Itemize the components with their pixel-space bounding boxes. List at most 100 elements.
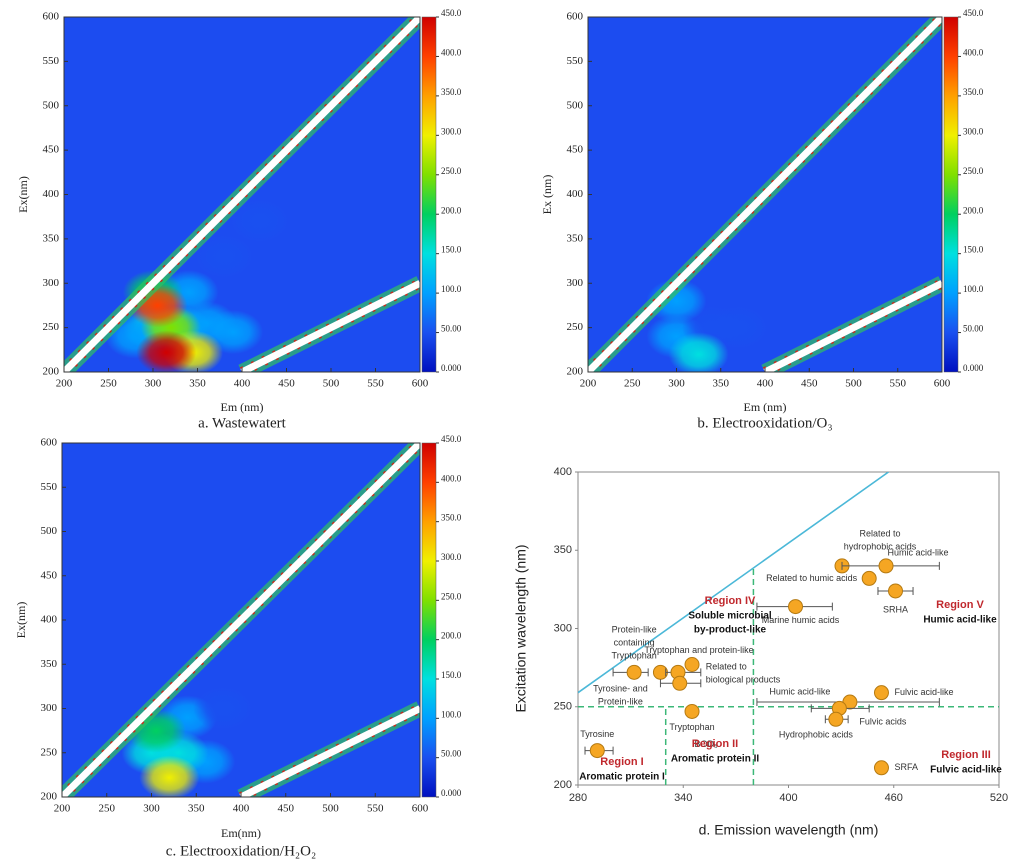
colorbar-tick-label: 400.0 xyxy=(963,48,984,58)
y-tick-label: 450 xyxy=(41,569,58,581)
intensity-peak xyxy=(194,234,255,279)
colorbar-tick-label: 300.0 xyxy=(441,126,462,136)
colorbar xyxy=(421,16,437,373)
scatter-band xyxy=(62,443,420,797)
colorbar-tick-label: 250.0 xyxy=(963,166,984,176)
colorbar xyxy=(943,16,959,373)
colorbar-tick-label: 100.0 xyxy=(963,284,984,294)
x-axis-label: Em (nm) xyxy=(221,400,264,414)
region-description: Aromatic protein II xyxy=(671,754,760,765)
point-label: Related to xyxy=(859,528,900,538)
colorbar-tick-label: 300.0 xyxy=(441,552,462,562)
region-description: by-product-like xyxy=(694,625,767,636)
x-tick-label: 200 xyxy=(56,378,73,390)
data-point xyxy=(684,656,700,672)
point-label: Related to xyxy=(706,662,747,672)
point-label: Tryptophan and protein-like xyxy=(644,645,753,655)
colorbar-tick-label: 200.0 xyxy=(441,205,462,215)
colorbar-tick-label: 250.0 xyxy=(441,591,462,601)
data-point xyxy=(684,703,700,719)
plot-area xyxy=(578,472,999,785)
intensity-peak xyxy=(193,686,254,731)
y-tick-label: 450 xyxy=(567,144,584,156)
point-label: SRHA xyxy=(883,604,908,614)
colorbar-tick-label: 350.0 xyxy=(441,87,462,97)
region-name: Region II xyxy=(692,738,738,750)
point-label: Protein-like xyxy=(612,625,657,635)
x-tick-label: 600 xyxy=(412,378,429,390)
x-tick-label: 200 xyxy=(54,803,71,815)
x-tick-label: 460 xyxy=(885,792,903,804)
x-tick-label: 340 xyxy=(674,792,692,804)
region-description: Soluble microbial xyxy=(688,611,772,622)
data-point xyxy=(873,685,889,701)
point-label: Tryptophan xyxy=(612,651,657,661)
x-axis-label: Em(nm) xyxy=(221,826,261,840)
y-tick-label: 450 xyxy=(43,144,60,156)
x-tick-label: 400 xyxy=(234,378,251,390)
colorbar-tick-label: 450.0 xyxy=(441,8,462,18)
colorbar-tick-label: 200.0 xyxy=(963,205,984,215)
colorbar-tick-label: 100.0 xyxy=(441,709,462,719)
x-tick-label: 550 xyxy=(367,803,384,815)
y-axis-label: Excitation wavelength (nm) xyxy=(513,544,529,712)
x-axis-label: Em (nm) xyxy=(744,400,787,414)
x-tick-label: 200 xyxy=(580,378,597,390)
x-tick-label: 280 xyxy=(569,792,587,804)
y-tick-label: 300 xyxy=(43,277,60,289)
y-tick-label: 350 xyxy=(41,658,58,670)
x-tick-label: 350 xyxy=(189,378,206,390)
data-point xyxy=(788,599,804,615)
colorbar-tick-label: 150.0 xyxy=(441,670,462,680)
y-tick-label: 250 xyxy=(567,321,584,333)
data-point xyxy=(672,675,688,691)
eem-panel: 200 250 300 350 400 450 500 550 600 200 250 300 350 4… xyxy=(16,8,462,431)
intensity-peak xyxy=(136,330,197,372)
y-tick-label: 300 xyxy=(567,277,584,289)
point-label: Humic acid-like xyxy=(769,686,830,696)
y-axis-label: Ex(nm) xyxy=(14,602,28,639)
reference-line xyxy=(578,472,889,694)
x-tick-label: 600 xyxy=(934,378,951,390)
x-tick-label: 400 xyxy=(233,803,250,815)
colorbar-tick-label: 350.0 xyxy=(441,513,462,523)
x-tick-label: 450 xyxy=(278,803,295,815)
y-tick-label: 550 xyxy=(41,481,58,493)
scatter-band xyxy=(763,280,942,372)
x-tick-label: 500 xyxy=(322,803,339,815)
colorbar-tick-label: 250.0 xyxy=(441,166,462,176)
y-tick-label: 550 xyxy=(567,55,584,67)
point-label: Tyrosine- and xyxy=(593,684,648,694)
colorbar xyxy=(421,442,437,798)
x-tick-label: 450 xyxy=(278,378,295,390)
point-label: BOD₅ xyxy=(694,739,718,749)
x-tick-label: 520 xyxy=(990,792,1008,804)
colorbar-tick-label: 400.0 xyxy=(441,48,462,58)
region-name: Region V xyxy=(936,599,984,611)
y-axis-label: Ex(nm) xyxy=(16,176,30,213)
x-tick-label: 400 xyxy=(757,378,774,390)
region-name: Region IV xyxy=(705,595,756,607)
y-tick-label: 400 xyxy=(567,188,584,200)
data-point xyxy=(878,558,894,574)
y-tick-label: 200 xyxy=(567,366,584,378)
point-label: Protein-like xyxy=(598,697,643,707)
x-tick-label: 550 xyxy=(890,378,907,390)
eem-panel: 200 250 300 350 400 450 500 550 600 200 250 300 350 4… xyxy=(14,434,462,859)
y-tick-label: 200 xyxy=(41,791,58,803)
eem-panel: 200 250 300 350 400 450 500 550 600 200 250 300 350 4… xyxy=(540,8,984,431)
x-tick-label: 350 xyxy=(188,803,205,815)
x-axis-label: d. Emission wavelength (nm) xyxy=(699,822,879,838)
x-tick-label: 400 xyxy=(779,792,797,804)
x-tick-label: 250 xyxy=(624,378,641,390)
y-tick-label: 400 xyxy=(554,466,572,478)
region-description: Fulvic acid-like xyxy=(930,765,1002,776)
y-tick-label: 300 xyxy=(41,702,58,714)
x-tick-label: 600 xyxy=(412,803,429,815)
point-label: Tryptophan xyxy=(669,722,714,732)
intensity-peak xyxy=(139,755,200,797)
colorbar-tick-label: 450.0 xyxy=(963,8,984,18)
colorbar-tick-label: 300.0 xyxy=(963,126,984,136)
y-tick-label: 500 xyxy=(41,525,58,537)
colorbar-tick-label: 50.00 xyxy=(963,324,984,334)
